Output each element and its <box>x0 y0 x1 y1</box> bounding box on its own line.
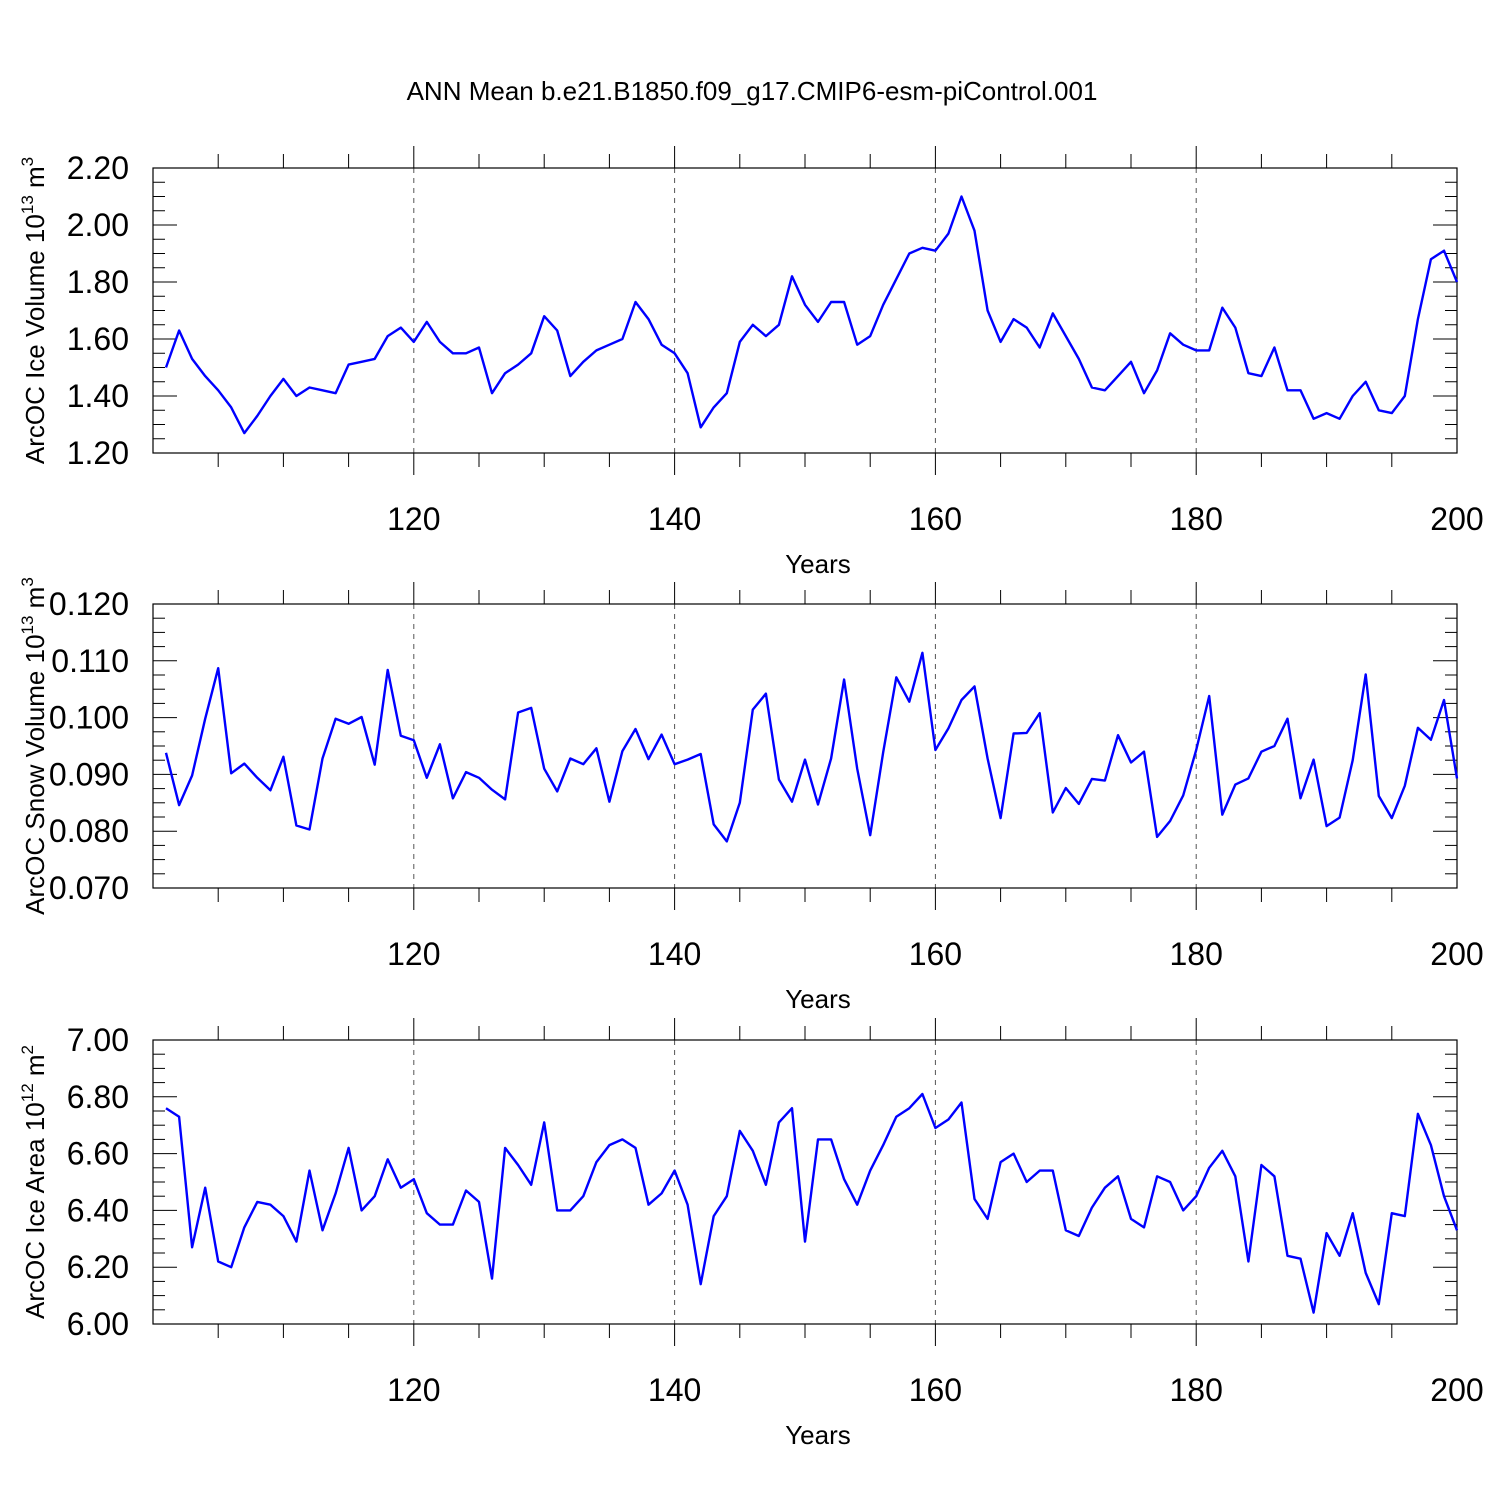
x-axis-title: Years <box>785 1420 851 1450</box>
y-tick-label: 0.090 <box>49 756 129 792</box>
series-line <box>165 1092 1459 1314</box>
x-tick-label: 160 <box>909 936 962 972</box>
x-tick-label: 180 <box>1170 936 1223 972</box>
x-tick-label: 180 <box>1170 501 1223 537</box>
x-tick-label: 120 <box>387 1372 440 1408</box>
series-line <box>164 195 1459 435</box>
y-tick-label: 6.60 <box>67 1136 129 1172</box>
y-tick-label: 0.120 <box>49 586 129 622</box>
y-axis-title-main: ArcOC Ice Volume 10 <box>20 214 50 464</box>
y-tick-label: 6.00 <box>67 1306 129 1342</box>
x-tick-label: 200 <box>1430 936 1483 972</box>
series-line <box>164 651 1459 843</box>
x-tick-label: 120 <box>387 936 440 972</box>
x-tick-label: 120 <box>387 501 440 537</box>
x-axis-title: Years <box>785 549 851 579</box>
y-axis-title-sup: 12 <box>18 1083 37 1102</box>
y-axis-title-main: ArcOC Snow Volume 10 <box>20 634 50 914</box>
x-tick-label: 200 <box>1430 501 1483 537</box>
x-axis-title: Years <box>785 984 851 1014</box>
y-axis-title: ArcOC Ice Area 1012 m2 <box>18 1045 50 1319</box>
y-axis-title-unit: m <box>20 587 50 616</box>
y-tick-label: 6.40 <box>67 1192 129 1228</box>
y-axis-title: ArcOC Snow Volume 1013 m3 <box>18 577 50 915</box>
x-tick-label: 140 <box>648 1372 701 1408</box>
y-axis-title-unit: m <box>20 1054 50 1083</box>
y-axis-title: ArcOC Ice Volume 1013 m3 <box>18 157 50 464</box>
y-axis-title-sup: 13 <box>18 616 37 635</box>
y-tick-label: 2.20 <box>67 150 129 186</box>
y-tick-label: 1.20 <box>67 435 129 471</box>
y-tick-label: 2.00 <box>67 207 129 243</box>
plot-frame <box>152 1039 1458 1325</box>
y-tick-label: 1.80 <box>67 264 129 300</box>
y-tick-label: 7.00 <box>67 1022 129 1058</box>
x-tick-label: 140 <box>648 501 701 537</box>
x-tick-label: 180 <box>1170 1372 1223 1408</box>
chart-title: ANN Mean b.e21.B1850.f09_g17.CMIP6-esm-p… <box>407 76 1098 106</box>
y-tick-label: 0.080 <box>49 813 129 849</box>
panel-2: 0.070 0.080 0.090 0.100 0.110 0.120 120 140 160 1… <box>18 577 1484 1014</box>
y-tick-label: 1.40 <box>67 378 129 414</box>
panel-3: 6.00 6.20 6.40 6.60 6.80 7.00 120 140 160 180 200 Y… <box>18 1018 1484 1450</box>
y-tick-label: 0.110 <box>51 643 129 679</box>
y-axis-title-unit-sup: 3 <box>18 157 37 166</box>
y-tick-label: 6.80 <box>67 1079 129 1115</box>
y-axis-title-main: ArcOC Ice Area 10 <box>20 1102 50 1319</box>
y-tick-label: 6.20 <box>67 1249 129 1285</box>
y-axis-title-unit-sup: 3 <box>18 577 37 586</box>
plot-frame <box>152 167 1458 454</box>
x-tick-label: 160 <box>909 1372 962 1408</box>
y-axis-title-unit: m <box>20 166 50 195</box>
x-tick-label: 160 <box>909 501 962 537</box>
y-tick-label: 0.070 <box>49 870 129 906</box>
panel-1: 1.20 1.40 1.60 1.80 2.00 2.20 120 140 160 180 200 Y… <box>18 146 1484 579</box>
x-tick-label: 140 <box>648 936 701 972</box>
y-tick-label: 1.60 <box>67 321 129 357</box>
plot-frame <box>152 603 1458 889</box>
y-axis-title-sup: 13 <box>18 195 37 214</box>
y-axis-title-unit-sup: 2 <box>18 1045 37 1054</box>
y-tick-label: 0.100 <box>49 700 129 736</box>
x-tick-label: 200 <box>1430 1372 1483 1408</box>
